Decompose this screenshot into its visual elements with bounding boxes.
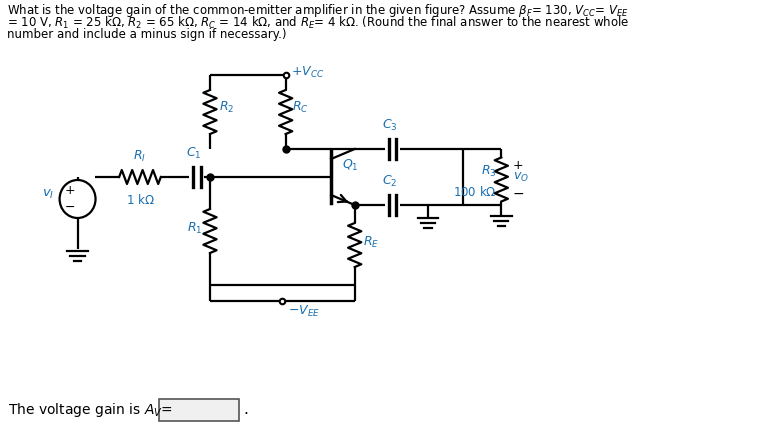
Text: $-V_{EE}$: $-V_{EE}$ — [288, 304, 320, 319]
Text: number and include a minus sign if necessary.): number and include a minus sign if neces… — [7, 28, 286, 41]
Text: $R_1$: $R_1$ — [187, 220, 202, 235]
Text: $R_2$: $R_2$ — [220, 99, 235, 114]
Text: 100 k$\Omega$: 100 k$\Omega$ — [453, 184, 497, 198]
Text: $R_E$: $R_E$ — [363, 235, 379, 250]
Text: +: + — [512, 159, 523, 172]
Text: +: + — [64, 184, 75, 197]
Text: −: − — [65, 200, 75, 213]
Text: $R_C$: $R_C$ — [292, 99, 309, 114]
Text: $v_O$: $v_O$ — [512, 171, 528, 184]
Text: .: . — [243, 403, 248, 417]
Text: $C_3$: $C_3$ — [382, 118, 397, 133]
Text: $Q_1$: $Q_1$ — [342, 157, 359, 172]
Text: $C_1$: $C_1$ — [186, 146, 201, 161]
Text: $R_3$: $R_3$ — [481, 164, 497, 179]
Text: = 10 V, $R_1$ = 25 k$\Omega$, $R_2$ = 65 k$\Omega$, $R_C$ = 14 k$\Omega$, and $R: = 10 V, $R_1$ = 25 k$\Omega$, $R_2$ = 65… — [7, 15, 629, 31]
Text: What is the voltage gain of the common-emitter amplifier in the given figure? As: What is the voltage gain of the common-e… — [7, 2, 628, 19]
Text: $R_I$: $R_I$ — [133, 149, 147, 164]
Text: 1 k$\Omega$: 1 k$\Omega$ — [126, 193, 154, 207]
Text: $v_I$: $v_I$ — [42, 187, 54, 200]
Text: The voltage gain is $A_V$=: The voltage gain is $A_V$= — [8, 401, 173, 419]
Text: $C_2$: $C_2$ — [382, 174, 397, 189]
Text: −: − — [512, 187, 525, 200]
FancyBboxPatch shape — [159, 399, 239, 421]
Text: $+V_{CC}$: $+V_{CC}$ — [291, 64, 325, 79]
